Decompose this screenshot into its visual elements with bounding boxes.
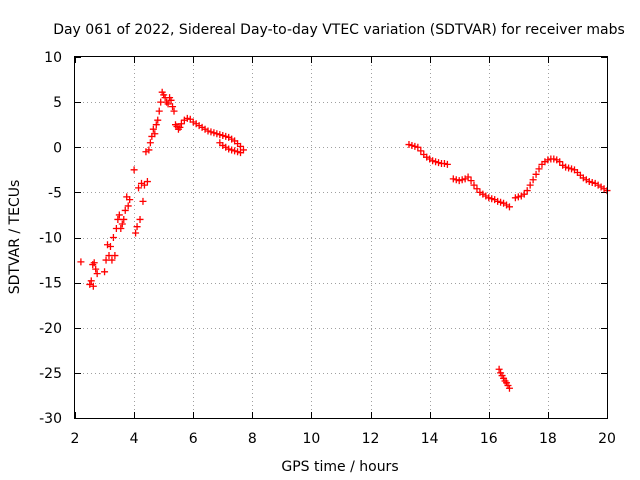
data-point	[505, 203, 513, 211]
data-point	[133, 223, 141, 231]
data-point	[124, 202, 132, 210]
data-point	[136, 215, 144, 223]
data-point	[86, 280, 94, 288]
data-point	[169, 103, 177, 111]
data-point	[237, 142, 245, 150]
x-tick-label: 8	[248, 431, 257, 447]
grid-lines	[75, 57, 607, 418]
data-point	[164, 100, 172, 108]
data-point	[139, 197, 147, 205]
data-point	[535, 165, 543, 173]
data-point	[118, 220, 126, 228]
data-point	[523, 187, 531, 195]
y-tick-label: -15	[39, 276, 62, 292]
data-point	[170, 107, 178, 115]
data-point	[237, 149, 245, 157]
data-point	[89, 282, 97, 290]
data-points	[77, 88, 611, 392]
data-point	[90, 259, 98, 267]
data-point	[495, 365, 503, 373]
y-tick-label: -30	[39, 411, 62, 427]
y-tick-label: 0	[53, 140, 62, 156]
data-point	[108, 256, 116, 264]
data-point	[414, 143, 422, 151]
data-point	[505, 384, 513, 392]
data-point	[101, 268, 109, 276]
data-point	[117, 224, 125, 232]
x-tick-label: 4	[130, 431, 139, 447]
data-point	[115, 211, 123, 219]
x-axis-label: GPS time / hours	[281, 459, 398, 475]
x-tick-label: 2	[71, 431, 80, 447]
x-tick-label: 18	[539, 431, 557, 447]
data-point	[467, 177, 475, 185]
x-tick-label: 6	[189, 431, 198, 447]
data-point	[417, 147, 425, 155]
data-point	[143, 178, 151, 186]
y-tick-label: -20	[39, 321, 62, 337]
y-tick-label: -25	[39, 366, 62, 382]
data-point	[106, 243, 114, 251]
data-point	[149, 125, 157, 133]
x-tick-label: 20	[598, 431, 616, 447]
data-point	[443, 160, 451, 168]
data-point	[114, 215, 122, 223]
data-point	[102, 256, 110, 264]
data-point	[87, 277, 95, 285]
data-point	[176, 123, 184, 131]
data-point	[167, 96, 175, 104]
data-point	[526, 181, 534, 189]
y-axis-label: SDTVAR / TECUs	[7, 180, 23, 295]
data-point	[77, 258, 85, 266]
x-tick-labels: 2 4 6 8 10 12 14 16 18 20	[71, 431, 616, 447]
data-point	[154, 116, 162, 124]
data-point	[532, 170, 540, 178]
y-tick-label: -5	[48, 185, 62, 201]
plot-frame	[74, 56, 608, 419]
chart-title: Day 061 of 2022, Sidereal Day-to-day VTE…	[53, 22, 625, 38]
data-point	[135, 184, 143, 192]
data-point	[132, 229, 140, 237]
data-point	[146, 139, 154, 147]
data-point	[151, 130, 159, 138]
data-point	[155, 107, 163, 115]
data-point	[92, 265, 100, 273]
data-point	[464, 173, 472, 181]
data-point	[157, 98, 165, 106]
data-point	[121, 206, 129, 214]
axis-ticks	[75, 57, 608, 419]
x-tick-label: 16	[480, 431, 498, 447]
data-point	[140, 181, 148, 189]
x-tick-label: 12	[362, 431, 380, 447]
data-point	[177, 120, 185, 128]
data-point	[529, 176, 537, 184]
data-point	[470, 181, 478, 189]
y-tick-label: 10	[44, 50, 62, 66]
data-point	[152, 121, 160, 129]
data-point	[105, 252, 113, 260]
data-point	[126, 196, 134, 204]
data-point	[145, 146, 153, 154]
y-tick-label: -10	[39, 231, 62, 247]
data-point	[473, 185, 481, 193]
x-tick-label: 14	[421, 431, 439, 447]
data-point	[556, 158, 564, 166]
data-point	[120, 215, 128, 223]
y-tick-label: 5	[53, 95, 62, 111]
y-tick-labels: -30 -25 -20 -15 -10 -5 0 5 10	[39, 50, 62, 427]
data-point	[109, 234, 117, 241]
data-point	[111, 252, 119, 260]
data-point	[130, 166, 138, 174]
data-point	[93, 270, 101, 278]
x-tick-label: 10	[303, 431, 321, 447]
data-point	[520, 190, 528, 198]
